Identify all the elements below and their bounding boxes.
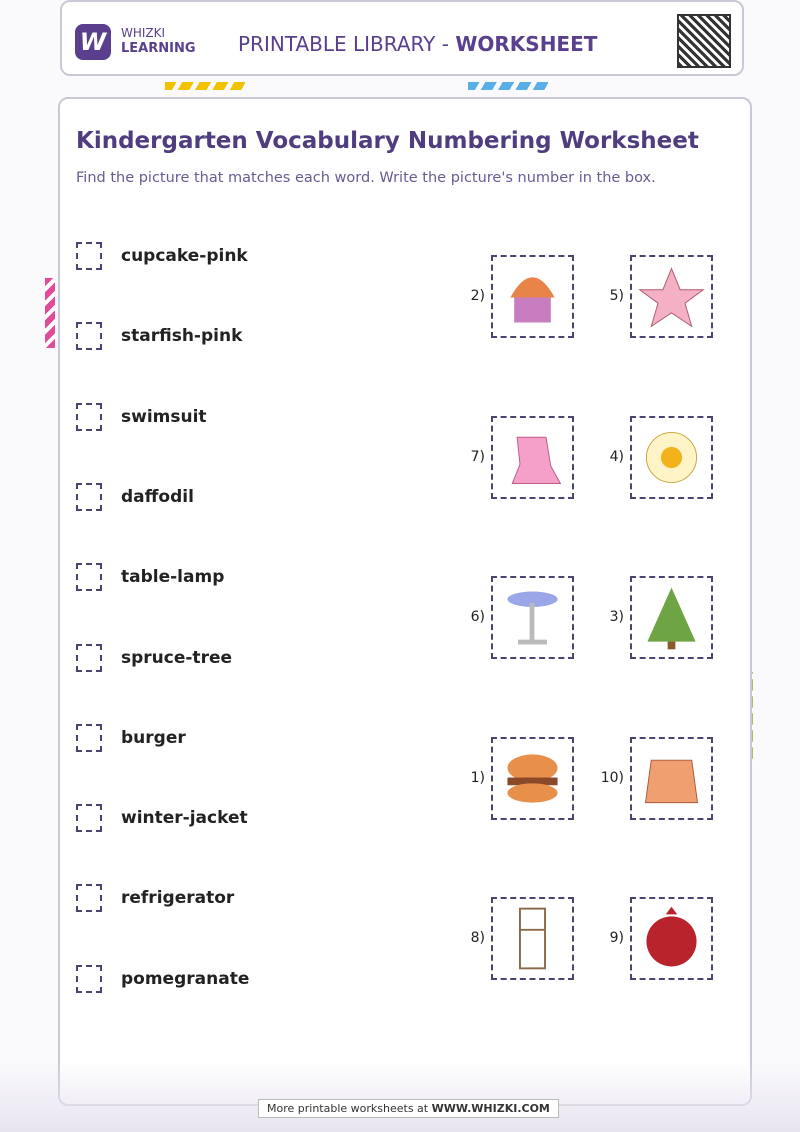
word: starfish-pink <box>121 326 243 347</box>
answer-box <box>76 723 102 752</box>
word: spruce-tree <box>121 647 233 668</box>
answer-box <box>76 322 102 351</box>
picture-box <box>630 415 713 499</box>
picture-box <box>491 415 574 499</box>
picture-number: 10) <box>600 769 624 786</box>
word: pomegranate <box>121 968 250 989</box>
picture-number: 2) <box>470 288 485 304</box>
picture-number: 6) <box>470 609 485 625</box>
instructions: Find the picture that matches each word.… <box>76 170 656 186</box>
picture-box <box>491 736 574 820</box>
picture-icon <box>645 431 698 483</box>
footer: More printable worksheets at WWW.WHIZKI.… <box>258 1099 559 1118</box>
picture-icon <box>644 759 699 803</box>
header-frame <box>60 0 744 76</box>
picture-box <box>630 897 713 980</box>
word: table-lamp <box>121 567 225 588</box>
picture-number: 4) <box>609 448 624 465</box>
header-title-bold: WORKSHEET <box>455 32 598 56</box>
word: daffodil <box>121 486 194 507</box>
word: winter-jacket <box>121 808 248 829</box>
footer-text: More printable worksheets at <box>267 1102 432 1115</box>
picture-icon <box>507 753 558 803</box>
answer-box <box>76 884 102 913</box>
answer-box <box>76 563 102 592</box>
picture-box <box>491 255 574 338</box>
header-title: PRINTABLE LIBRARY - WORKSHEET <box>238 32 597 56</box>
logo-icon: W <box>75 24 111 60</box>
picture-icon <box>646 906 697 967</box>
answer-box <box>76 964 102 993</box>
picture-number: 1) <box>470 769 485 786</box>
picture-icon <box>510 277 555 323</box>
word: swimsuit <box>121 406 207 427</box>
answer-box <box>76 482 102 511</box>
answer-box <box>76 242 102 270</box>
picture-number: 8) <box>470 930 485 946</box>
picture-number: 3) <box>609 609 624 625</box>
deco-stripes <box>468 82 548 90</box>
answer-box <box>76 804 102 833</box>
word: cupcake-pink <box>121 246 248 266</box>
picture-icon <box>507 591 558 645</box>
header-title-main: PRINTABLE LIBRARY - <box>238 32 456 56</box>
word: burger <box>121 727 186 748</box>
picture-box <box>491 897 574 980</box>
word: refrigerator <box>121 888 235 909</box>
deco-stripes <box>45 278 55 348</box>
picture-number: 7) <box>470 448 485 465</box>
picture-box <box>630 576 713 659</box>
picture-number: 5) <box>609 288 624 304</box>
brand-name: WHIZKI <box>121 26 166 40</box>
deco-stripes <box>165 82 245 90</box>
picture-box <box>630 736 713 820</box>
brand-sub: LEARNING <box>121 41 196 56</box>
qr-code <box>677 14 731 68</box>
picture-icon <box>511 436 562 484</box>
picture-icon <box>647 587 696 650</box>
answer-box <box>76 643 102 672</box>
footer-link: WWW.WHIZKI.COM <box>431 1102 550 1115</box>
answer-box <box>76 402 102 431</box>
worksheet-title: Kindergarten Vocabulary Numbering Worksh… <box>76 128 699 154</box>
footer-deco <box>0 1060 800 1132</box>
picture-number: 9) <box>609 930 624 946</box>
picture-icon <box>519 907 546 970</box>
picture-icon <box>638 267 705 328</box>
picture-box <box>491 576 574 659</box>
picture-box <box>630 255 713 338</box>
